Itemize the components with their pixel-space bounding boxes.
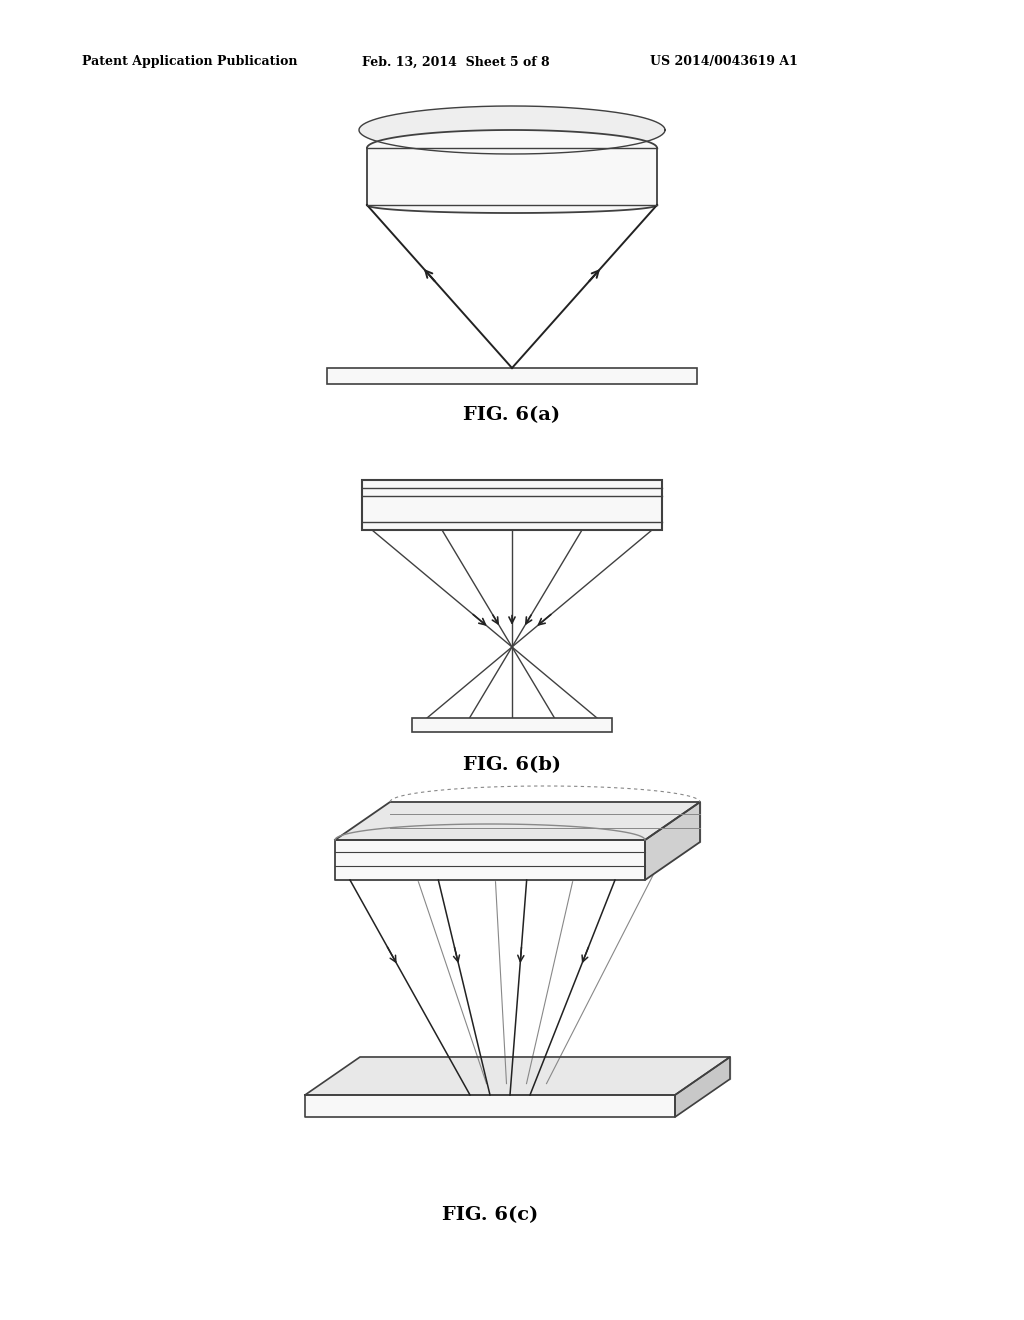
Polygon shape [675,1057,730,1117]
Polygon shape [390,803,700,842]
Bar [412,718,612,733]
Text: FIG. 6(b): FIG. 6(b) [463,756,561,774]
Polygon shape [359,106,665,154]
Text: US 2014/0043619 A1: US 2014/0043619 A1 [650,55,798,69]
Polygon shape [305,1096,675,1117]
Polygon shape [305,1057,730,1096]
Polygon shape [335,840,645,880]
Bar [327,368,697,384]
Polygon shape [360,1057,730,1078]
Bar [362,480,662,531]
Polygon shape [367,129,657,213]
Polygon shape [335,803,700,840]
Text: Feb. 13, 2014  Sheet 5 of 8: Feb. 13, 2014 Sheet 5 of 8 [362,55,550,69]
Text: Patent Application Publication: Patent Application Publication [82,55,298,69]
Polygon shape [645,803,700,880]
Text: FIG. 6(c): FIG. 6(c) [442,1206,539,1224]
Text: FIG. 6(a): FIG. 6(a) [464,407,560,424]
